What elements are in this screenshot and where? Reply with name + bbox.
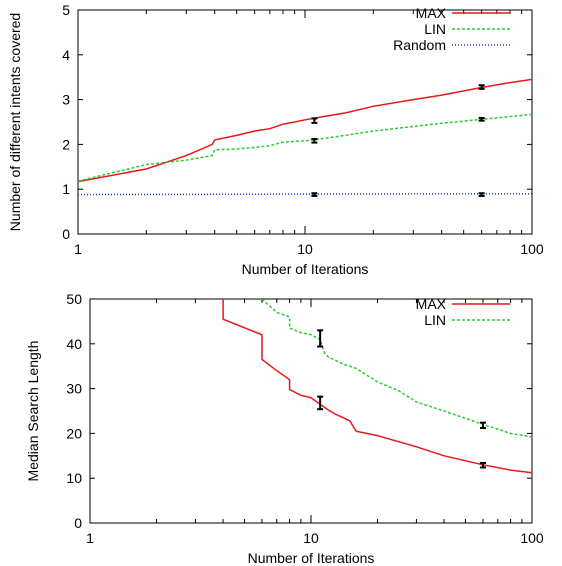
y-tick-label: 1: [62, 181, 70, 197]
x-tick-label: 100: [520, 241, 544, 257]
error-bar-max: [479, 461, 486, 469]
y-tick-label: 5: [62, 2, 70, 18]
error-bar-max: [317, 395, 324, 411]
y-axis-label: Number of different intents covered: [7, 13, 23, 231]
error-bar-max: [478, 84, 485, 90]
legend-label-max: MAX: [416, 296, 447, 312]
plot-frame: [89, 298, 533, 524]
y-axis-label: Median Search Length: [25, 341, 41, 482]
error-bar-max: [311, 117, 318, 124]
series-line-max: [222, 299, 532, 474]
series-line-lin: [261, 299, 532, 438]
x-tick-label: 10: [297, 241, 313, 257]
error-bar-lin: [311, 138, 318, 144]
x-tick-label: 100: [520, 530, 544, 546]
y-tick-label: 4: [62, 47, 70, 63]
y-tick-label: 20: [66, 425, 82, 441]
x-tick-label: 10: [303, 530, 319, 546]
series-line-random: [78, 192, 532, 196]
y-tick-label: 30: [66, 381, 82, 397]
chart-median-search-length: 0 10 20 30 40 50 1 10 100 Number of Iterations Med…: [25, 291, 544, 566]
error-bar-lin: [478, 116, 485, 122]
y-tick-label: 0: [74, 515, 82, 531]
legend-label-lin: LIN: [424, 21, 446, 37]
plot-frame: [77, 9, 533, 235]
y-tick-label: 0: [62, 226, 70, 242]
y-tick-label: 3: [62, 92, 70, 108]
legend-label-max: MAX: [416, 5, 447, 21]
error-bar-random: [478, 192, 485, 197]
series-line-max: [78, 78, 532, 183]
x-tick-label: 1: [86, 530, 94, 546]
y-tick-label: 40: [66, 336, 82, 352]
x-tick-label: 1: [74, 241, 82, 257]
y-tick-label: 50: [66, 291, 82, 307]
y-tick-label: 10: [66, 470, 82, 486]
error-bar-lin: [479, 421, 486, 430]
legend-label-random: Random: [393, 37, 446, 53]
legend-label-lin: LIN: [424, 312, 446, 328]
error-bar-lin: [317, 329, 324, 348]
x-axis-label: Number of Iterations: [248, 550, 375, 566]
y-tick-label: 2: [62, 136, 70, 152]
x-axis-label: Number of Iterations: [242, 261, 369, 277]
error-bar-random: [311, 192, 318, 197]
series-line-lin: [78, 113, 532, 182]
